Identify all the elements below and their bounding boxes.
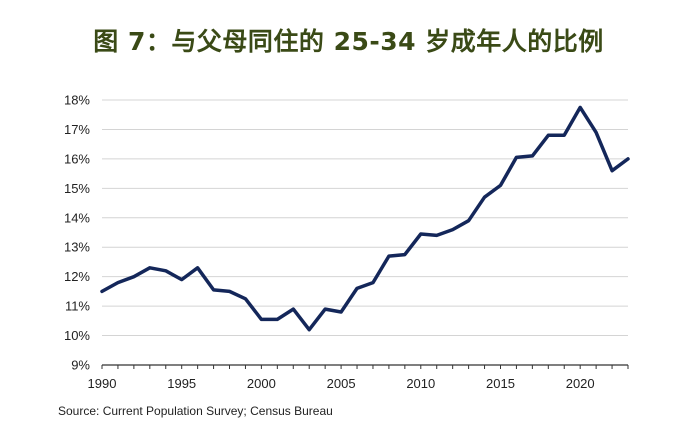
y-tick-label: 17% <box>64 122 90 137</box>
y-tick-label: 10% <box>64 328 90 343</box>
x-tick-label: 2015 <box>486 376 515 391</box>
x-tick-label: 2020 <box>566 376 595 391</box>
x-axis: 1990 1995 2000 2005 2010 2015 2020 <box>88 364 629 391</box>
series-group <box>100 105 630 332</box>
x-tick-label: 2010 <box>406 376 435 391</box>
y-axis-ticks: 9% 10% 11% 12% 13% 14% 15% 16% 17% 18% <box>64 93 90 373</box>
y-tick-label: 15% <box>64 181 90 196</box>
series-line <box>100 105 630 332</box>
y-tick-label: 12% <box>64 269 90 284</box>
y-tick-label: 16% <box>64 151 90 166</box>
y-tick-label: 14% <box>64 210 90 225</box>
y-tick-label: 18% <box>64 93 90 108</box>
y-tick-label: 13% <box>64 240 90 255</box>
x-tick-label: 1995 <box>167 376 196 391</box>
x-tick-label: 2000 <box>247 376 276 391</box>
y-tick-label: 9% <box>71 358 90 373</box>
gridlines <box>102 99 628 337</box>
source-note: Source: Current Population Survey; Censu… <box>58 404 333 418</box>
x-tick-label: 2005 <box>327 376 356 391</box>
y-tick-label: 11% <box>65 299 90 314</box>
x-tick-label: 1990 <box>88 376 117 391</box>
chart-title: 图 7：与父母同住的 25-34 岁成年人的比例 <box>93 27 604 56</box>
